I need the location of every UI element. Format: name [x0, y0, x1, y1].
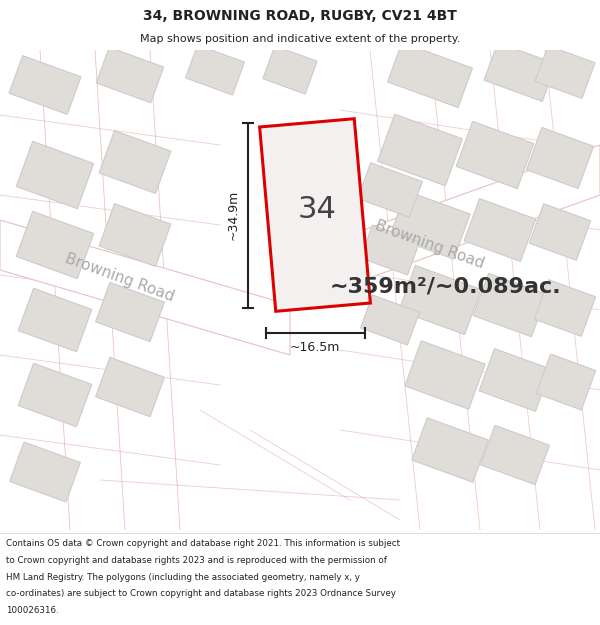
- Polygon shape: [95, 357, 164, 417]
- Polygon shape: [464, 199, 536, 261]
- Text: Contains OS data © Crown copyright and database right 2021. This information is : Contains OS data © Crown copyright and d…: [6, 539, 400, 549]
- Polygon shape: [526, 127, 593, 189]
- Polygon shape: [9, 56, 81, 114]
- Polygon shape: [388, 42, 472, 107]
- Polygon shape: [481, 426, 550, 484]
- Text: Browning Road: Browning Road: [64, 251, 176, 305]
- Polygon shape: [18, 288, 92, 352]
- Polygon shape: [479, 349, 551, 411]
- Text: 34, BROWNING ROAD, RUGBY, CV21 4BT: 34, BROWNING ROAD, RUGBY, CV21 4BT: [143, 9, 457, 23]
- Polygon shape: [99, 131, 171, 193]
- Text: Browning Road: Browning Road: [373, 218, 487, 272]
- Text: 34: 34: [298, 196, 337, 224]
- Polygon shape: [358, 162, 422, 217]
- Polygon shape: [405, 341, 485, 409]
- Text: co-ordinates) are subject to Crown copyright and database rights 2023 Ordnance S: co-ordinates) are subject to Crown copyr…: [6, 589, 396, 598]
- Polygon shape: [0, 220, 290, 355]
- Text: ~16.5m: ~16.5m: [290, 341, 340, 354]
- Polygon shape: [529, 204, 590, 260]
- Text: ~34.9m: ~34.9m: [227, 190, 239, 240]
- Text: 100026316.: 100026316.: [6, 606, 59, 615]
- Polygon shape: [484, 42, 556, 101]
- Polygon shape: [377, 114, 463, 186]
- Polygon shape: [280, 145, 600, 310]
- Polygon shape: [260, 119, 370, 311]
- Polygon shape: [412, 418, 488, 482]
- Polygon shape: [399, 266, 481, 334]
- Text: HM Land Registry. The polygons (including the associated geometry, namely x, y: HM Land Registry. The polygons (includin…: [6, 572, 360, 582]
- Polygon shape: [18, 363, 92, 427]
- Polygon shape: [16, 211, 94, 279]
- Polygon shape: [456, 121, 534, 189]
- Polygon shape: [536, 354, 596, 410]
- Polygon shape: [473, 273, 547, 337]
- Polygon shape: [390, 191, 470, 259]
- Polygon shape: [263, 46, 317, 94]
- Polygon shape: [96, 48, 164, 102]
- Polygon shape: [535, 280, 596, 336]
- Polygon shape: [185, 45, 244, 95]
- Text: Map shows position and indicative extent of the property.: Map shows position and indicative extent…: [140, 34, 460, 44]
- Text: to Crown copyright and database rights 2023 and is reproduced with the permissio: to Crown copyright and database rights 2…: [6, 556, 387, 565]
- Polygon shape: [361, 295, 419, 345]
- Polygon shape: [99, 204, 171, 266]
- Polygon shape: [95, 282, 164, 342]
- Polygon shape: [10, 442, 80, 502]
- Text: ~359m²/~0.089ac.: ~359m²/~0.089ac.: [330, 277, 562, 297]
- Polygon shape: [16, 141, 94, 209]
- Polygon shape: [361, 225, 419, 275]
- Polygon shape: [535, 46, 595, 98]
